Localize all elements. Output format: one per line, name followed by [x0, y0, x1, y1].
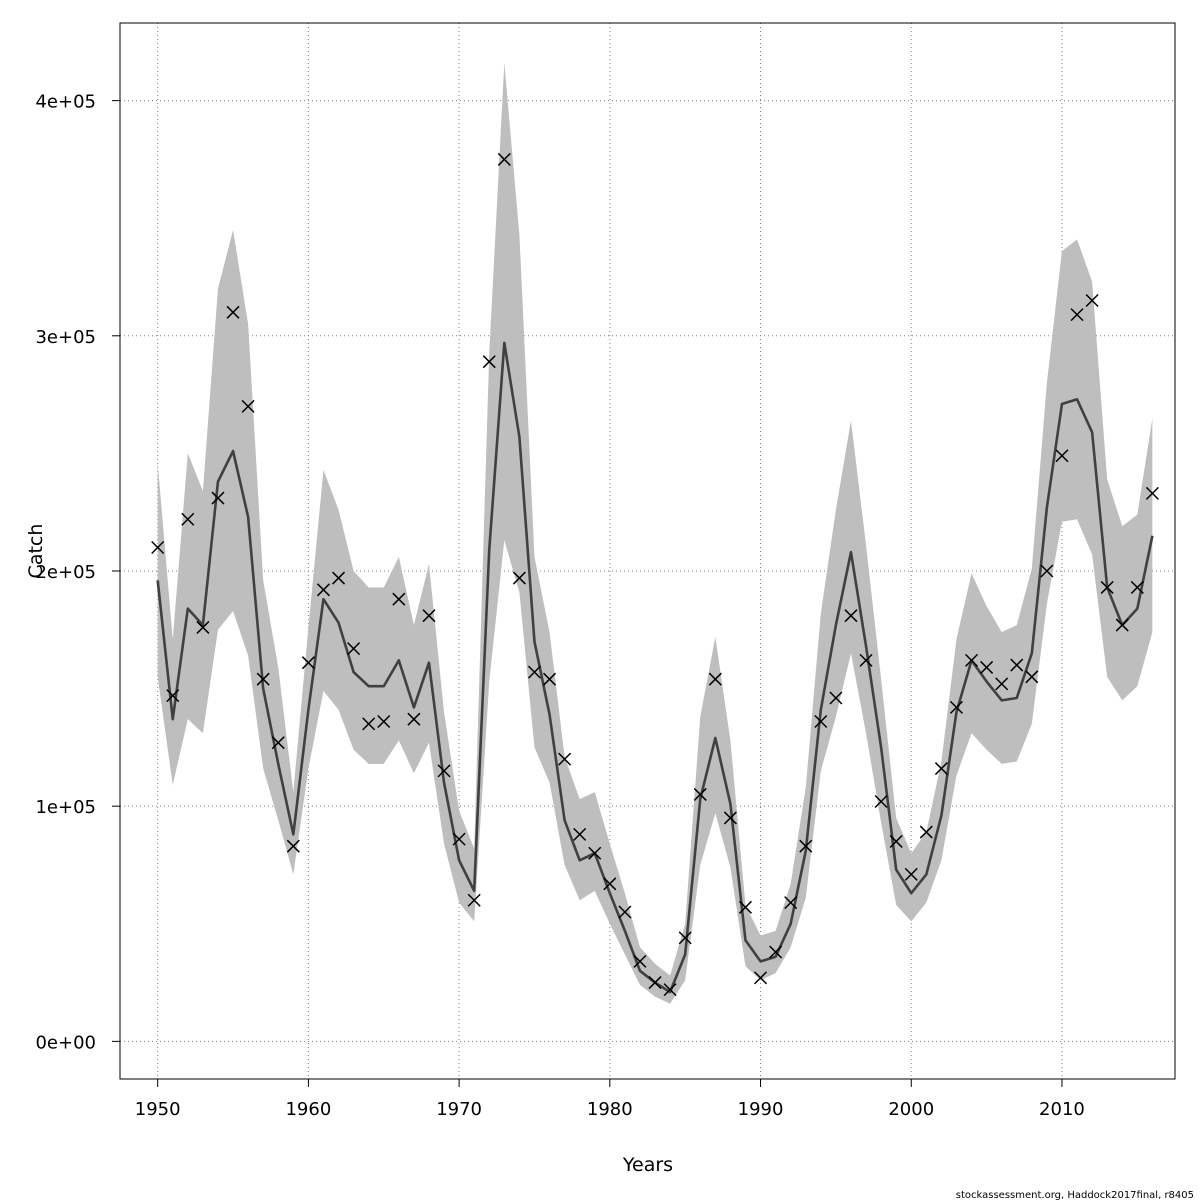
observed-point	[558, 752, 572, 766]
x-axis-title: Years	[622, 1154, 673, 1176]
observed-point	[678, 931, 692, 945]
x-axis: 1950 1960 1970 1980 1990 2000 2010	[135, 1079, 1085, 1120]
y-axis-title: Catch	[25, 524, 47, 579]
observed-point	[633, 954, 647, 968]
y-tick-label: 4e+05	[35, 92, 96, 113]
observed-point	[422, 609, 436, 623]
observed-point	[648, 976, 662, 990]
observed-point	[226, 305, 240, 319]
observed-point	[256, 672, 270, 686]
credit-text: stockassessment.org, Haddock2017final, r…	[956, 1190, 1194, 1200]
observed-point	[452, 832, 466, 846]
observed-point	[1085, 293, 1099, 308]
observed-point	[1130, 580, 1144, 594]
observed-point	[1145, 486, 1159, 500]
plot-frame	[119, 22, 1176, 1080]
observed-point	[1115, 618, 1129, 632]
observed-point	[332, 571, 346, 585]
x-tick-label: 1990	[738, 1099, 784, 1120]
observed-point	[347, 642, 361, 656]
x-tick-label: 1970	[436, 1099, 482, 1120]
observed-point	[889, 834, 903, 848]
y-tick-label: 0e+00	[35, 1032, 96, 1053]
observed-point	[814, 714, 828, 729]
observed-point	[784, 896, 798, 910]
x-tick-label: 1950	[135, 1099, 181, 1120]
observed-point	[769, 945, 783, 959]
observed-point	[362, 717, 376, 731]
observed-point	[859, 653, 873, 667]
observed-point	[588, 846, 602, 860]
observed-point	[1055, 449, 1069, 463]
observed-point	[392, 592, 406, 606]
observed-point	[618, 905, 632, 919]
observed-point	[708, 672, 722, 686]
confidence-band	[157, 62, 1153, 1004]
observed-point	[904, 867, 918, 881]
x-tick-label: 2010	[1039, 1099, 1085, 1120]
observed-point	[934, 762, 948, 776]
x-tick-label: 2000	[888, 1099, 934, 1120]
observed-point	[151, 540, 165, 555]
observed-point	[181, 512, 195, 526]
observed-point	[1070, 308, 1084, 322]
observed-point	[1040, 564, 1054, 578]
observed-point	[995, 677, 1009, 691]
observed-point	[527, 665, 541, 679]
observed-point	[799, 839, 813, 853]
observed-point	[1100, 580, 1114, 594]
y-tick-label: 2e+05	[35, 562, 96, 583]
observed-point	[166, 689, 180, 703]
observed-point	[196, 620, 210, 634]
x-tick-label: 1980	[587, 1099, 633, 1120]
observed-point	[754, 971, 768, 985]
x-tick-label: 1960	[285, 1099, 331, 1120]
observed-markers	[151, 152, 1159, 997]
observed-point	[467, 893, 481, 907]
observed-point	[1025, 670, 1039, 684]
observed-point	[407, 712, 421, 726]
observed-point	[316, 583, 330, 597]
y-axis: 0e+00 1e+05 2e+05 3e+05 4e+05	[35, 92, 120, 1053]
observed-point	[723, 811, 737, 825]
observed-point	[738, 900, 752, 914]
y-tick-label: 1e+05	[35, 797, 96, 818]
observed-point	[543, 672, 557, 686]
observed-point	[211, 491, 225, 505]
observed-point	[949, 700, 963, 714]
observed-point	[497, 152, 511, 166]
observed-point	[1010, 658, 1024, 672]
observed-point	[301, 656, 315, 670]
observed-point	[919, 825, 933, 839]
observed-point	[874, 794, 888, 809]
observed-point	[271, 736, 285, 750]
observed-point	[512, 571, 526, 585]
observed-point	[482, 355, 496, 369]
observed-point	[573, 827, 587, 841]
y-tick-label: 3e+05	[35, 327, 96, 348]
observed-point	[241, 399, 255, 413]
observed-point	[377, 714, 391, 729]
observed-point	[844, 609, 858, 623]
observed-point	[663, 983, 677, 997]
grid-lines	[120, 23, 1175, 1079]
observed-point	[286, 839, 300, 853]
observed-point	[437, 764, 451, 778]
observed-point	[980, 660, 994, 674]
observed-point	[603, 877, 617, 891]
observed-point	[693, 787, 707, 801]
observed-point	[965, 653, 979, 667]
observed-point	[829, 691, 843, 705]
